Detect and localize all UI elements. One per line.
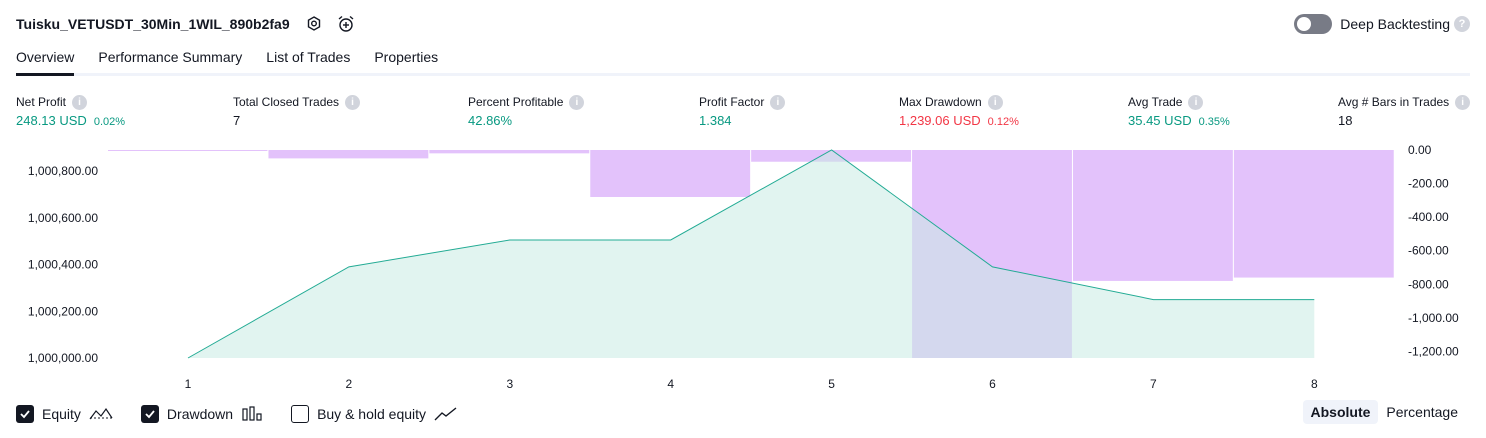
deep-backtesting-label: Deep Backtesting <box>1340 16 1450 32</box>
info-icon[interactable]: i <box>987 94 1003 110</box>
tab-performance-summary[interactable]: Performance Summary <box>98 49 243 65</box>
stat-percent: 0.02% <box>93 116 126 128</box>
alarm-clock-plus-icon[interactable] <box>336 14 356 34</box>
stat-net-profit: Net Profit i 248.13 USD 0.02% <box>16 94 125 128</box>
drawdown-bar <box>590 150 751 198</box>
drawdown-bars-icon <box>241 406 263 422</box>
left-axis-tick: 1,000,800.00 <box>28 164 98 178</box>
right-axis-tick: -1,000.00 <box>1408 311 1459 325</box>
settings-gear-icon[interactable] <box>304 14 324 34</box>
x-axis-tick: 4 <box>667 377 674 391</box>
x-axis-tick: 1 <box>185 377 192 391</box>
stat-value: 35.45 USD <box>1128 113 1192 128</box>
legend-buy-hold[interactable]: Buy & hold equity <box>291 405 458 423</box>
left-axis-tick: 1,000,200.00 <box>28 304 98 318</box>
equity-checkbox[interactable] <box>16 405 34 423</box>
info-icon[interactable]: i <box>569 94 585 110</box>
info-icon[interactable]: i <box>72 94 88 110</box>
stat-avg-trade: Avg Trade i 35.45 USD 0.35% <box>1128 94 1230 128</box>
stat-value: 7 <box>233 113 241 128</box>
absolute-button[interactable]: Absolute <box>1302 400 1379 424</box>
x-axis-tick: 2 <box>346 377 353 391</box>
equity-drawdown-chart[interactable]: 1,000,000.00 1,000,200.00 1,000,400.00 1,00… <box>0 140 1486 398</box>
x-axis-tick: 3 <box>506 377 513 391</box>
legend-label: Buy & hold equity <box>317 406 427 422</box>
info-icon[interactable]: i <box>770 94 786 110</box>
right-axis-tick: -800.00 <box>1408 277 1449 291</box>
legend-label: Equity <box>42 406 81 422</box>
chart-legend: Equity Drawdown Buy & hold equity <box>16 403 486 425</box>
right-axis-tick: -400.00 <box>1408 210 1449 224</box>
x-axis-tick: 6 <box>989 377 996 391</box>
stat-percent: 0.12% <box>987 116 1019 128</box>
stat-profit-factor: Profit Factor i 1.384 <box>699 94 786 128</box>
right-axis-tick: 0.00 <box>1408 143 1432 157</box>
stat-max-drawdown: Max Drawdown i 1,239.06 USD 0.12% <box>899 94 1019 128</box>
right-axis-tick: -200.00 <box>1408 177 1449 191</box>
stat-label: Avg Trade <box>1128 95 1183 109</box>
stat-value: 42.86% <box>468 113 513 128</box>
stat-percent-profitable: Percent Profitable i 42.86% <box>468 94 585 128</box>
info-icon[interactable]: i <box>345 94 361 110</box>
stat-label: Total Closed Trades <box>233 95 340 109</box>
tab-properties[interactable]: Properties <box>374 49 439 65</box>
equity-line-icon <box>89 406 113 422</box>
stat-value: 18 <box>1338 113 1353 128</box>
drawdown-bar <box>429 150 590 154</box>
right-axis-tick: -1,200.00 <box>1408 344 1459 358</box>
left-axis-tick: 1,000,400.00 <box>28 258 98 272</box>
stat-avg-bars-in-trades: Avg # Bars in Trades i 18 <box>1338 94 1471 128</box>
stat-label: Avg # Bars in Trades <box>1338 95 1450 109</box>
stat-value: 248.13 USD <box>16 113 87 128</box>
stat-label: Percent Profitable <box>468 95 564 109</box>
legend-drawdown[interactable]: Drawdown <box>140 405 263 423</box>
strategy-header: Tuisku_VETUSDT_30Min_1WIL_890b2fa9 <box>16 12 356 36</box>
buy-hold-checkbox[interactable] <box>291 405 310 423</box>
percentage-button[interactable]: Percentage <box>1386 404 1458 420</box>
left-axis-tick: 1,000,600.00 <box>28 211 98 225</box>
drawdown-bar <box>1072 150 1233 281</box>
equity-area <box>188 150 1315 358</box>
stat-label: Net Profit <box>16 95 67 109</box>
stat-total-closed-trades: Total Closed Trades i 7 <box>233 94 361 128</box>
stat-value: 1.384 <box>699 113 732 128</box>
info-icon[interactable]: i <box>1455 94 1471 110</box>
tab-overview[interactable]: Overview <box>16 46 75 76</box>
equity-line <box>187 149 1315 359</box>
legend-equity[interactable]: Equity <box>16 405 113 423</box>
x-axis-tick: 7 <box>1150 377 1157 391</box>
deep-backtesting-toggle[interactable] <box>1294 14 1333 34</box>
stat-label: Max Drawdown <box>899 95 982 109</box>
strategy-title: Tuisku_VETUSDT_30Min_1WIL_890b2fa9 <box>16 16 290 32</box>
drawdown-checkbox[interactable] <box>140 405 159 423</box>
stat-value: 1,239.06 USD <box>899 113 981 128</box>
report-tabs: Overview Performance Summary List of Tra… <box>16 46 1470 76</box>
help-icon[interactable]: ? <box>1454 16 1470 32</box>
right-axis-tick: -600.00 <box>1408 244 1449 258</box>
deep-backtesting-control: Deep Backtesting ? <box>1294 12 1470 36</box>
legend-label: Drawdown <box>166 406 234 422</box>
drawdown-bar <box>268 150 429 159</box>
drawdown-bar <box>1233 150 1394 278</box>
drawdown-bar <box>108 150 268 151</box>
scale-mode-switch: Absolute Percentage <box>1302 400 1467 424</box>
x-axis-tick: 8 <box>1311 377 1318 391</box>
buy-hold-line-icon <box>434 406 458 422</box>
x-axis-tick: 5 <box>828 377 835 391</box>
info-icon[interactable]: i <box>1188 94 1204 110</box>
stat-label: Profit Factor <box>699 95 765 109</box>
tab-list-of-trades[interactable]: List of Trades <box>266 49 351 65</box>
stat-percent: 0.35% <box>1198 116 1230 128</box>
left-axis-tick: 1,000,000.00 <box>28 351 98 365</box>
